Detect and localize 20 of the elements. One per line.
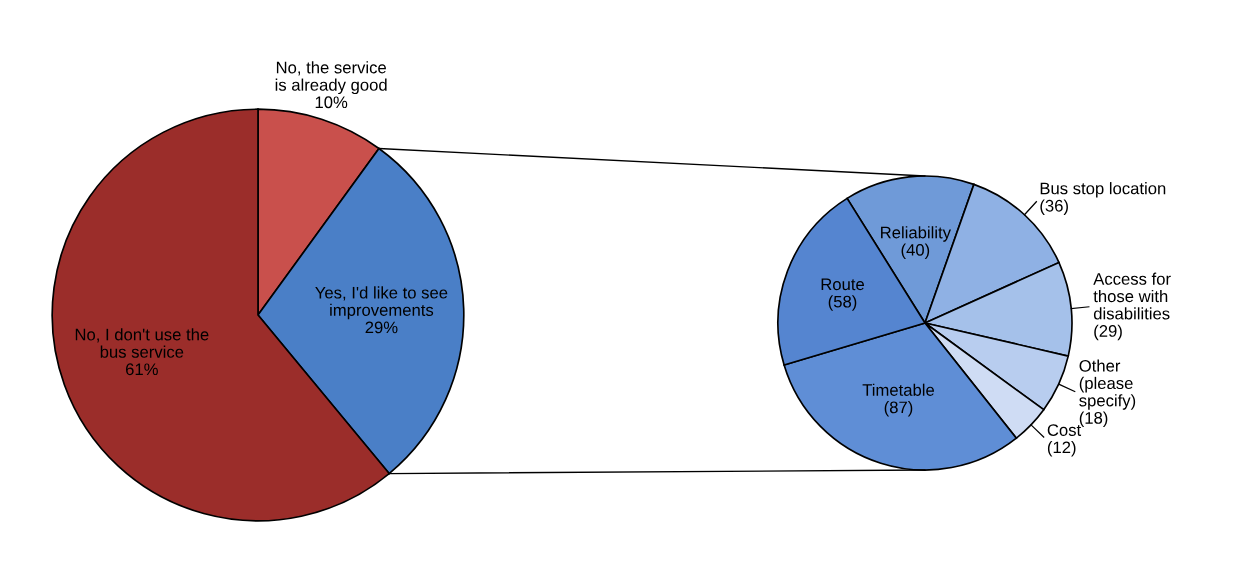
slice-label: Route — [821, 278, 864, 291]
data-label: 61% — [125, 363, 158, 376]
data-label: (29) — [1094, 324, 1122, 341]
slice-label: No, I don't use the bus service — [75, 328, 209, 358]
data-label: 29% — [365, 321, 398, 334]
data-label: (58) — [828, 295, 857, 311]
slice-label: Bus stop location — [1040, 182, 1166, 198]
slice-label: Reliability — [881, 226, 951, 242]
slice-label: Other (please specify) — [1079, 359, 1136, 410]
data-label: (40) — [901, 243, 930, 260]
slice-label: Access for those with disabilities — [1093, 272, 1171, 320]
slice-label: No, the service is already good — [275, 61, 387, 95]
slice-label: Cost — [1047, 424, 1082, 436]
slice-label: Timetable — [862, 383, 935, 396]
data-label: (36) — [1040, 199, 1068, 215]
data-label: (12) — [1047, 441, 1076, 457]
slice-label: Yes, I'd like to see improvements — [315, 286, 448, 320]
data-label: (87) — [884, 401, 913, 417]
data-label: 10% — [315, 96, 348, 109]
data-label: (18) — [1079, 411, 1108, 428]
